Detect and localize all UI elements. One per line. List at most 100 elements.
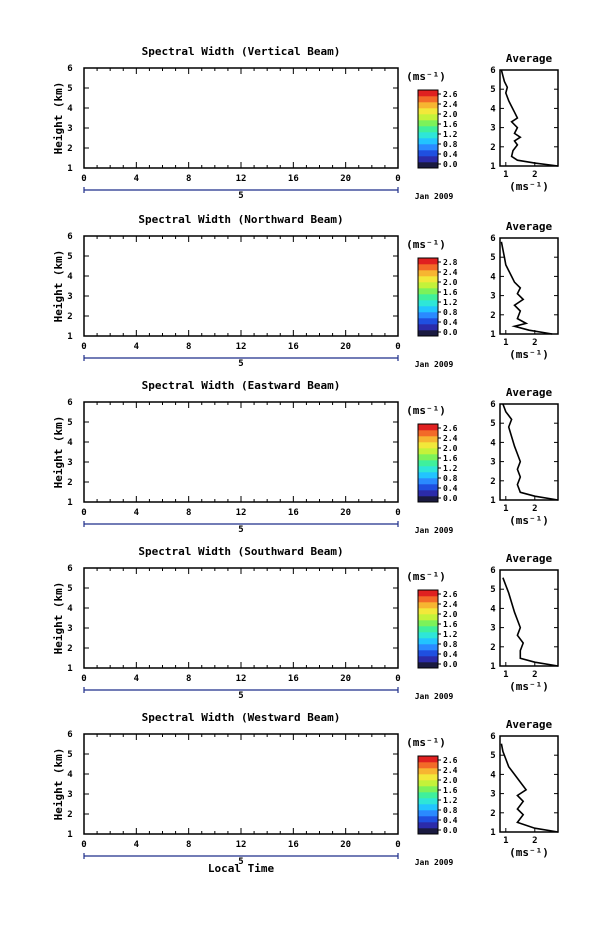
colorbar-frame — [417, 423, 439, 503]
x-tick-label: 16 — [288, 508, 299, 518]
colorbar-band — [418, 282, 438, 289]
average-frame — [499, 69, 559, 167]
date-day-label: 5 — [238, 191, 243, 201]
colorbar-unit: (ms⁻¹) — [406, 404, 446, 417]
colorbar-band — [418, 466, 438, 473]
panel-title: Spectral Width (Eastward Beam) — [142, 379, 341, 392]
average-x-tick-label: 1 — [503, 338, 508, 348]
y-tick-label: 6 — [67, 64, 72, 74]
colorbar-band — [418, 490, 438, 497]
average-frame — [499, 237, 559, 335]
colorbar-tick-label: 0.4 — [443, 318, 458, 327]
average-profile-line — [500, 69, 559, 167]
colorbar-band — [418, 258, 438, 265]
colorbar-band — [418, 472, 438, 479]
colorbar-band — [418, 120, 438, 127]
colorbar-tick-label: 2.0 — [443, 444, 458, 453]
colorbar-tick-label: 2.0 — [443, 278, 458, 287]
colorbar-tick-label: 2.4 — [443, 434, 458, 443]
colorbar-band — [418, 132, 438, 139]
colorbar-band — [418, 276, 438, 283]
colorbar-tick-label: 1.6 — [443, 120, 458, 129]
average-y-tick-label: 2 — [490, 311, 495, 321]
average-y-tick-label: 5 — [490, 419, 495, 429]
average-title: Average — [506, 386, 553, 399]
average-y-tick-label: 4 — [490, 272, 496, 282]
average-y-tick-label: 6 — [490, 234, 495, 244]
colorbar-tick-label: 2.6 — [443, 90, 458, 99]
y-axis-label: Height (km) — [52, 82, 65, 155]
panel-title: Spectral Width (Southward Beam) — [138, 545, 343, 558]
colorbar-tick-label: 2.8 — [443, 258, 458, 267]
y-tick-label: 1 — [67, 332, 72, 342]
x-tick-label: 20 — [340, 174, 351, 184]
y-tick-label: 6 — [67, 232, 72, 242]
x-tick-label: 12 — [236, 342, 247, 352]
colorbar-band — [418, 312, 438, 319]
plot-frame — [83, 401, 399, 503]
colorbar-tick-label: 0.4 — [443, 150, 458, 159]
colorbar-unit: (ms⁻¹) — [406, 70, 446, 83]
y-tick-label: 1 — [67, 498, 72, 508]
colorbar-band — [418, 144, 438, 151]
colorbar-band — [418, 448, 438, 455]
colorbar-band — [418, 478, 438, 485]
x-tick-label: 4 — [134, 174, 140, 184]
colorbar-tick-label: 2.6 — [443, 424, 458, 433]
colorbar-band — [418, 454, 438, 461]
colorbar-band — [418, 126, 438, 133]
y-tick-label: 4 — [67, 272, 73, 282]
y-tick-label: 2 — [67, 312, 72, 322]
date-month-label: Jan 2009 — [415, 526, 454, 535]
average-xlabel: (ms⁻¹) — [509, 514, 549, 527]
colorbar-band — [418, 138, 438, 145]
colorbar-band — [418, 300, 438, 307]
panel-title: Spectral Width (Northward Beam) — [138, 213, 343, 226]
colorbar-band — [418, 496, 438, 503]
x-tick-label: 0 — [81, 508, 86, 518]
y-tick-label: 4 — [67, 104, 73, 114]
y-tick-label: 4 — [67, 438, 73, 448]
x-tick-label: 0 — [395, 508, 400, 518]
colorbar-tick-label: 0.4 — [443, 484, 458, 493]
average-y-tick-label: 2 — [490, 477, 495, 487]
y-tick-label: 5 — [67, 418, 72, 428]
average-xlabel: (ms⁻¹) — [509, 180, 549, 193]
colorbar-band — [418, 114, 438, 121]
average-x-tick-label: 2 — [532, 504, 537, 514]
colorbar-tick-label: 1.2 — [443, 298, 458, 307]
colorbar-tick-label: 2.0 — [443, 110, 458, 119]
y-tick-label: 1 — [67, 164, 72, 174]
average-y-tick-label: 3 — [490, 292, 495, 302]
average-y-tick-label: 3 — [490, 124, 495, 134]
y-tick-label: 3 — [67, 124, 72, 134]
y-axis-label: Height (km) — [52, 250, 65, 323]
average-x-tick-label: 1 — [503, 504, 508, 514]
colorbar-tick-label: 1.2 — [443, 464, 458, 473]
colorbar-frame — [417, 89, 439, 169]
colorbar-band — [418, 436, 438, 443]
x-tick-label: 0 — [81, 174, 86, 184]
average-profile-line — [500, 241, 553, 335]
colorbar-band — [418, 156, 438, 163]
colorbar-band — [418, 90, 438, 97]
colorbar-band — [418, 102, 438, 109]
colorbar-band — [418, 150, 438, 157]
date-day-label: 5 — [238, 359, 243, 369]
colorbar-tick-label: 1.2 — [443, 130, 458, 139]
date-month-label: Jan 2009 — [415, 360, 454, 369]
colorbar-band — [418, 324, 438, 331]
x-tick-label: 12 — [236, 508, 247, 518]
x-tick-label: 20 — [340, 508, 351, 518]
colorbar-band — [418, 330, 438, 337]
average-y-tick-label: 4 — [490, 438, 496, 448]
average-xlabel: (ms⁻¹) — [509, 348, 549, 361]
date-day-label: 5 — [238, 525, 243, 535]
x-tick-label: 16 — [288, 174, 299, 184]
colorbar-tick-label: 1.6 — [443, 454, 458, 463]
x-tick-label: 4 — [134, 508, 140, 518]
colorbar-tick-label: 0.8 — [443, 140, 458, 149]
